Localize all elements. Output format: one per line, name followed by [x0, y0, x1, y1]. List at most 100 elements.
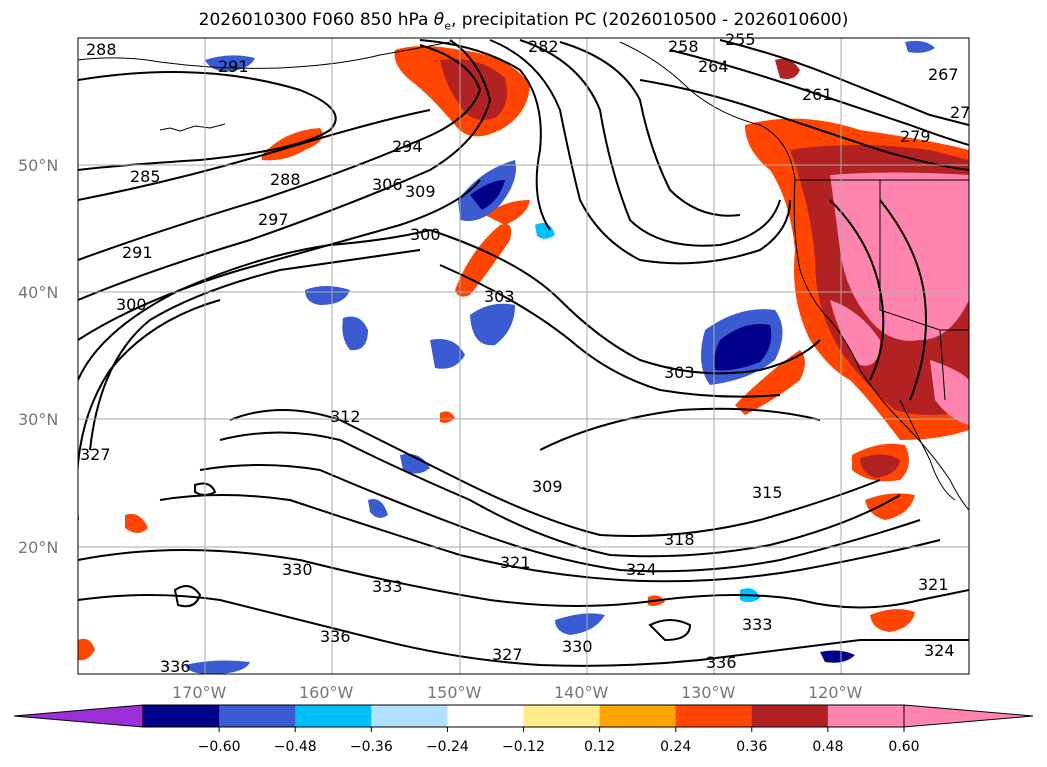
contour-label: 315 — [752, 483, 783, 502]
colorbar-segment — [675, 705, 753, 727]
contour-line — [159, 494, 941, 583]
precip-area-south-west — [78, 638, 95, 661]
contour-label: 303 — [664, 363, 695, 382]
contour-label: 324 — [626, 560, 657, 579]
contour-label: 264 — [698, 57, 729, 76]
precip-area-west-coast-pink — [830, 172, 969, 341]
contour-label: 285 — [130, 167, 161, 186]
contour-label: 336 — [160, 657, 191, 676]
gridlines — [78, 38, 969, 674]
colorbar-tick-label: 0.24 — [660, 739, 691, 755]
contour-line — [78, 71, 337, 171]
longitude-labels: 170°W 160°W 150°W 140°W 130°W 120°W — [172, 683, 863, 702]
contour-label: 300 — [116, 295, 147, 314]
colorbar-tick-label: 0.12 — [584, 739, 615, 755]
lat-label-30n: 30°N — [18, 410, 58, 429]
precip-area-pink-east — [930, 360, 969, 425]
contour-label: 333 — [372, 577, 403, 596]
contour-line — [78, 299, 221, 520]
colorbar-tick-label: −0.12 — [502, 739, 545, 755]
contour-line — [419, 39, 551, 231]
lon-label-160w: 160°W — [299, 683, 354, 702]
contour-label: 336 — [706, 653, 737, 672]
contour-line — [639, 79, 969, 171]
colorbar-segment — [827, 705, 905, 727]
contour-line — [439, 264, 781, 398]
contour-label: 330 — [562, 637, 593, 656]
contour-line — [78, 109, 431, 201]
lat-label-50n: 50°N — [18, 156, 58, 175]
contour-label: 330 — [282, 560, 313, 579]
contour-label: 309 — [532, 477, 563, 496]
contour-line — [194, 482, 217, 496]
contour-line — [559, 41, 741, 217]
contour-label: 258 — [668, 37, 699, 56]
colorbar-segment — [371, 705, 448, 727]
precip-area-neg-160w — [305, 286, 350, 305]
contour-label: 312 — [330, 407, 361, 426]
lat-label-20n: 20°N — [18, 538, 58, 557]
precip-area-band-150w-b — [485, 200, 530, 225]
lon-label-130w: 130°W — [681, 683, 736, 702]
latitude-labels: 50°N 40°N 30°N 20°N — [18, 156, 58, 557]
contour-label: 297 — [258, 210, 289, 229]
contour-line — [78, 179, 481, 341]
contour-label: 255 — [725, 30, 756, 49]
contour-label: 282 — [528, 37, 559, 56]
precip-area-neg-south-west — [185, 660, 250, 674]
map-title: 2026010300 F060 850 hPa θe, precipitatio… — [198, 10, 849, 33]
state-border-2 — [879, 180, 969, 331]
contour-line — [539, 407, 821, 451]
contour-line — [879, 199, 927, 401]
contour-label: 333 — [742, 615, 773, 634]
contour-line — [78, 44, 482, 261]
colorbar-tick-label: −0.36 — [350, 739, 393, 755]
map-field — [78, 39, 969, 674]
colorbar-segment — [143, 705, 220, 727]
contour-label: 288 — [270, 170, 301, 189]
colorbar-tick-label: 0.48 — [812, 739, 843, 755]
colorbar-tick-label: 0.36 — [736, 739, 767, 755]
precip-area-small-south — [865, 493, 915, 520]
lon-label-120w: 120°W — [808, 683, 863, 702]
colorbar-segment — [295, 705, 372, 727]
colorbar-right-extend — [903, 704, 1034, 728]
precip-area-neg-150w-south — [430, 339, 465, 369]
lon-label-140w: 140°W — [554, 683, 609, 702]
colorbar-segment — [751, 705, 829, 727]
precip-area-neg-150w-north-core — [470, 180, 505, 210]
coastline-baja — [899, 399, 956, 501]
contour-label: 291 — [218, 57, 249, 76]
contour-label: 294 — [392, 137, 423, 156]
precip-area-neg-mid-sw — [400, 453, 430, 474]
coastline-alaska — [78, 41, 451, 69]
contour-label: 306 — [372, 175, 403, 194]
colorbar-tick-label: 0.60 — [888, 739, 919, 755]
precip-area-neg-150w-mid — [470, 303, 515, 346]
precip-area-neg-south — [555, 613, 605, 635]
precip-area-subtropics-core — [860, 454, 900, 478]
contour-label: 261 — [802, 85, 833, 104]
contour-label: 336 — [320, 627, 351, 646]
precip-area-neg-sky-1 — [535, 222, 555, 239]
colorbar-segment — [219, 705, 296, 727]
contour-line — [669, 49, 969, 146]
colorbar-tick-label: −0.24 — [426, 739, 469, 755]
precip-area-pink-south — [830, 300, 880, 366]
contour-line — [78, 549, 969, 609]
plot-frame — [77, 37, 970, 675]
contour-line — [519, 39, 781, 247]
contour-line — [78, 594, 969, 667]
precip-area-alaska-east — [775, 58, 800, 79]
precip-negative-areas — [185, 40, 935, 674]
contour-label: 327 — [492, 645, 523, 664]
contour-label: 288 — [86, 40, 117, 59]
contour-line — [89, 249, 421, 451]
colorbar-segment — [599, 705, 677, 727]
contour-line — [78, 229, 431, 381]
state-border-3 — [939, 329, 946, 401]
precip-area-neg-135w-core — [714, 324, 772, 371]
contour-label: 324 — [924, 641, 955, 660]
contour-line — [489, 39, 791, 265]
